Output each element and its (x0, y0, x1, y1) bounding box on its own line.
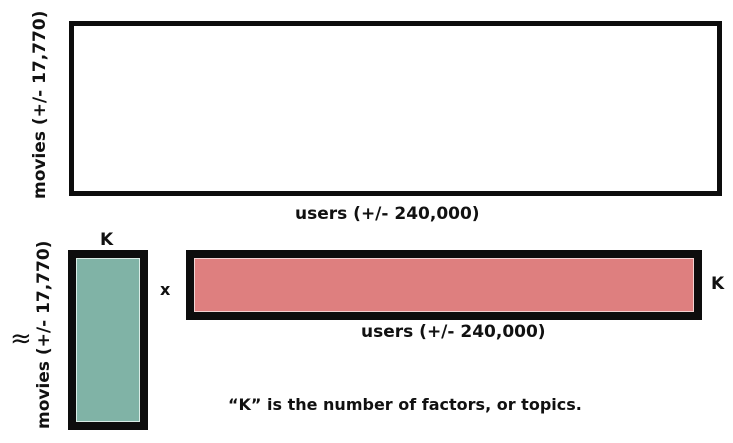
user-factor-matrix-fill (194, 258, 694, 312)
caption: “K” is the number of factors, or topics. (228, 395, 582, 414)
left-factor-column-label: K (100, 230, 114, 250)
approx-symbol: ≈ (10, 324, 32, 354)
movie-factor-row-label: movies (+/- 17,770) (34, 240, 54, 429)
user-factor-row-label: K (711, 274, 725, 294)
ratings-matrix-row-label: movies (+/- 17,770) (30, 10, 50, 199)
movie-factor-matrix-fill (76, 258, 140, 422)
ratings-matrix (69, 21, 722, 196)
ratings-matrix-column-label: users (+/- 240,000) (295, 204, 480, 224)
movie-factor-matrix (68, 250, 148, 430)
multiply-symbol: x (160, 280, 171, 299)
user-factor-column-label: users (+/- 240,000) (361, 322, 546, 342)
user-factor-matrix (186, 250, 702, 320)
